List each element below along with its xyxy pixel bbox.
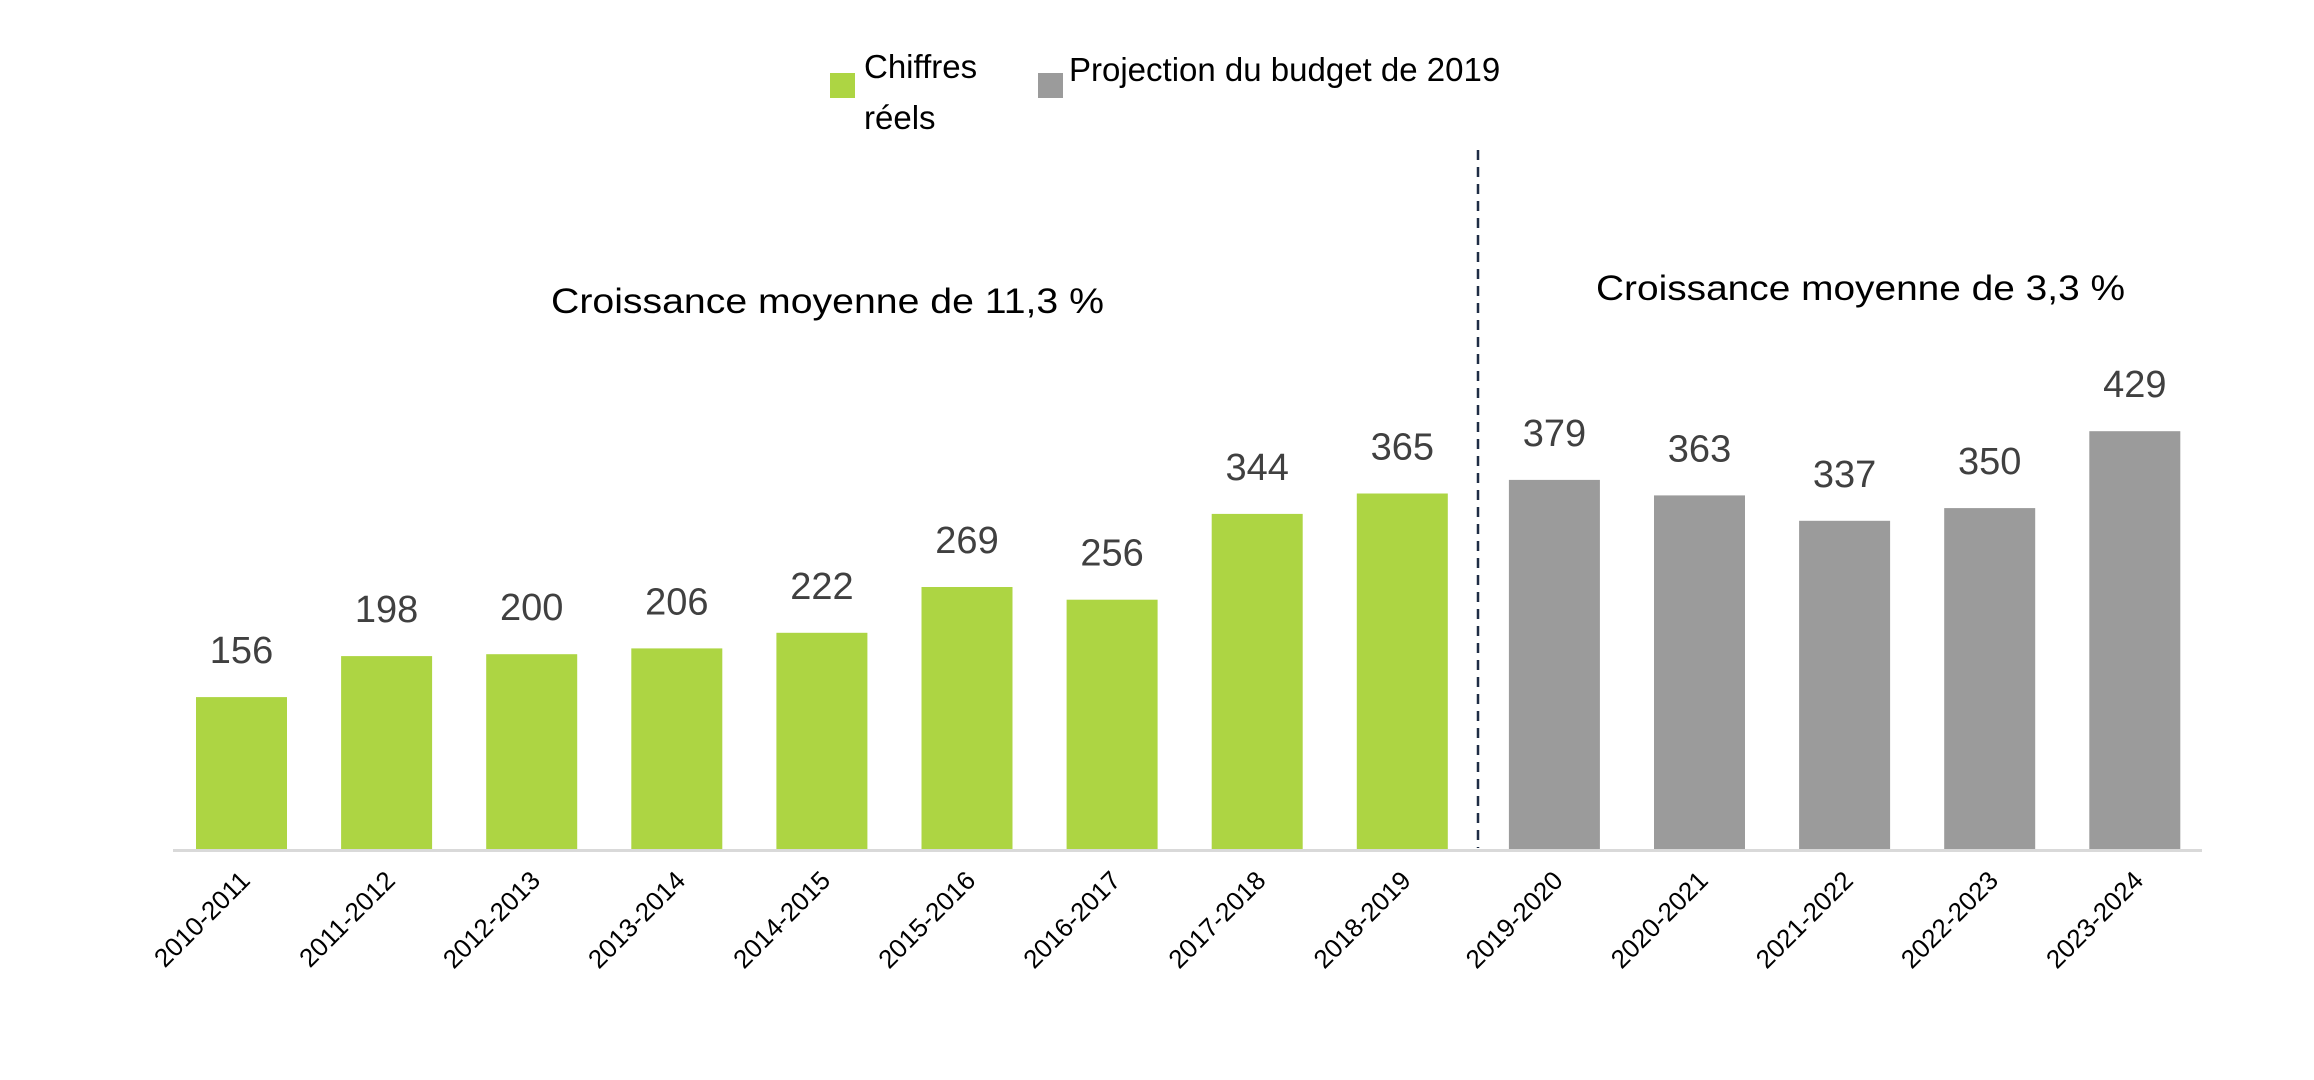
x-tick-label-2010-2011: 2010-2011	[148, 865, 256, 973]
bar-2011-2012	[341, 656, 433, 849]
data-label-2020-2021: 363	[1668, 428, 1731, 470]
data-label-2019-2020: 379	[1523, 413, 1586, 455]
data-label-2010-2011: 156	[210, 630, 273, 672]
bar-2014-2015	[776, 632, 868, 849]
data-label-2014-2015: 222	[790, 566, 853, 608]
bar-2013-2014	[631, 648, 723, 849]
legend-swatch-actual	[830, 73, 855, 98]
bar-2016-2017	[1066, 599, 1158, 849]
annotation-actual-growth: Croissance moyenne de 11,3 %	[551, 282, 1104, 321]
x-tick-label-2015-2016: 2015-2016	[872, 865, 981, 974]
x-tick-label-2023-2024: 2023-2024	[2040, 865, 2149, 974]
annotation-projection-growth: Croissance moyenne de 3,3 %	[1596, 269, 2125, 308]
data-label-2016-2017: 256	[1080, 533, 1143, 575]
bar-2022-2023	[1944, 508, 2036, 849]
x-tick-labels-group: 2010-2011 2011-2012 2012-2013 2013-2014 2014…	[148, 865, 2149, 974]
x-tick-label-2022-2023: 2022-2023	[1895, 865, 2004, 974]
legend-label-projection: Projection du budget de 2019	[1069, 51, 1501, 88]
bar-2012-2013	[486, 654, 578, 849]
x-tick-label-2016-2017: 2016-2017	[1017, 865, 1126, 974]
bar-2023-2024	[2089, 431, 2181, 849]
data-label-2018-2019: 365	[1371, 427, 1434, 469]
data-labels-group: 156 198 200 206 222 269 256 344 365 379 363 337 350 4…	[210, 364, 2167, 672]
legend-swatch-projection	[1038, 73, 1063, 98]
x-tick-label-2012-2013: 2012-2013	[437, 865, 546, 974]
bar-2021-2022	[1799, 520, 1891, 849]
bar-2019-2020	[1508, 479, 1600, 849]
x-tick-label-2014-2015: 2014-2015	[727, 865, 836, 974]
bars-group	[196, 431, 2181, 849]
x-tick-label-2017-2018: 2017-2018	[1162, 865, 1271, 974]
data-label-2022-2023: 350	[1958, 441, 2021, 483]
x-tick-label-2011-2012: 2011-2012	[293, 865, 401, 973]
data-label-2011-2012: 198	[355, 589, 418, 631]
data-label-2021-2022: 337	[1813, 454, 1876, 496]
x-tick-label-2018-2019: 2018-2019	[1307, 865, 1416, 974]
bar-2017-2018	[1211, 513, 1303, 849]
x-tick-label-2019-2020: 2019-2020	[1460, 865, 1569, 974]
data-label-2012-2013: 200	[500, 587, 563, 629]
bar-2020-2021	[1654, 495, 1745, 849]
x-tick-label-2021-2022: 2021-2022	[1750, 865, 1859, 974]
x-tick-label-2020-2021: 2020-2021	[1605, 865, 1714, 974]
legend-label-actual-line1: Chiffres	[864, 48, 978, 85]
data-label-2015-2016: 269	[935, 520, 998, 562]
bar-2018-2019	[1356, 493, 1448, 849]
data-label-2023-2024: 429	[2103, 364, 2166, 406]
legend-label-actual-line2: réels	[864, 99, 936, 136]
data-label-2017-2018: 344	[1225, 447, 1288, 489]
data-label-2013-2014: 206	[645, 581, 708, 623]
bar-2015-2016	[921, 587, 1013, 849]
x-tick-label-2013-2014: 2013-2014	[582, 865, 691, 974]
bar-2010-2011	[196, 697, 287, 849]
